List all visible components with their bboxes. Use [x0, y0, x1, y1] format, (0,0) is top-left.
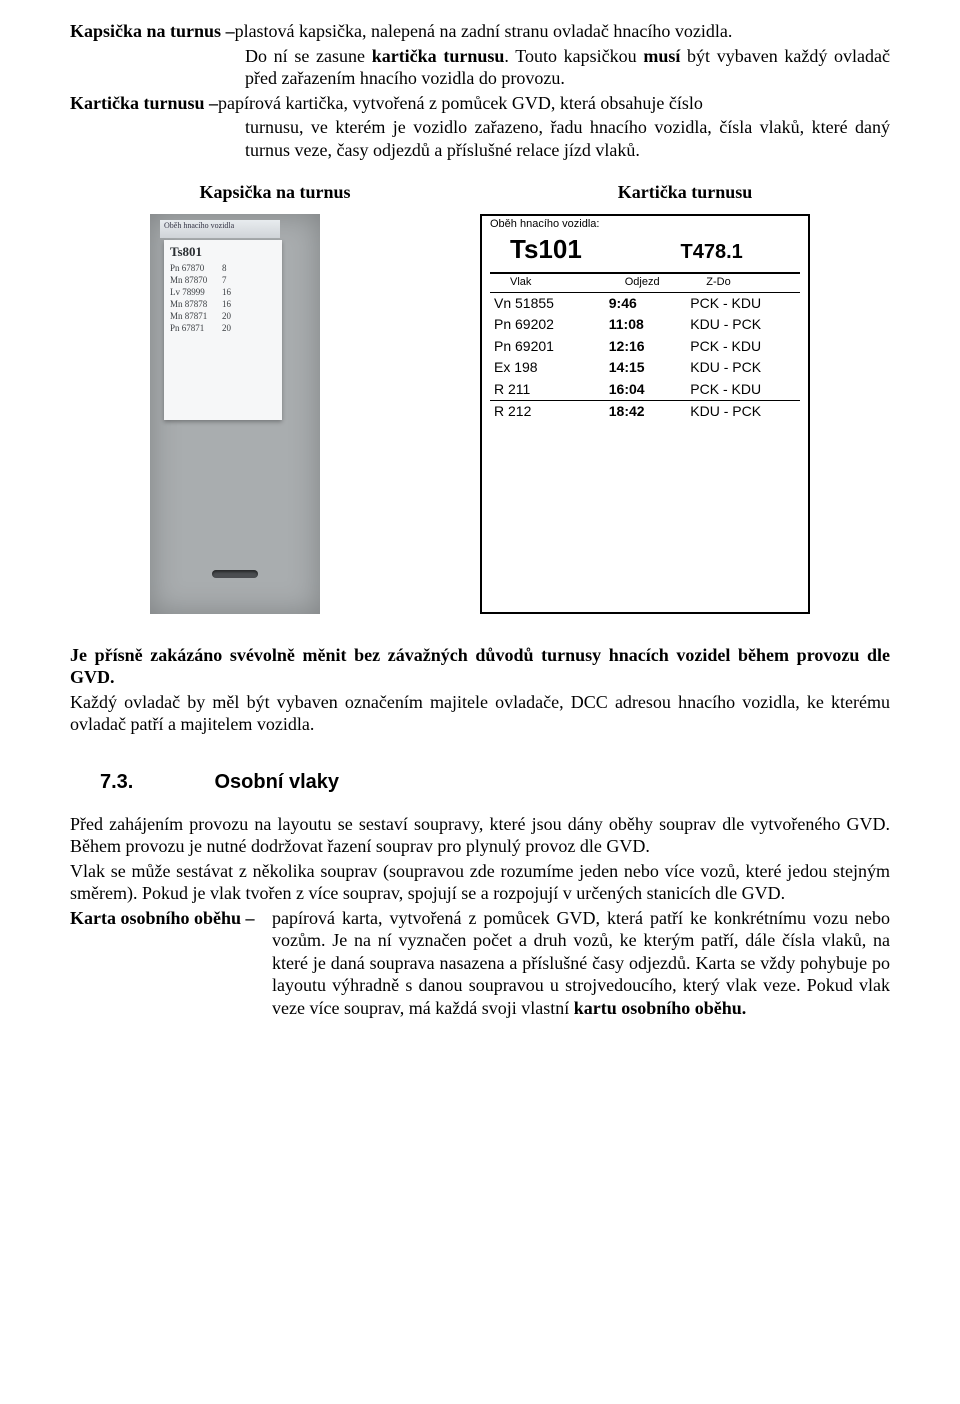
- kapsicka-row-a: Pn 67870: [170, 262, 222, 274]
- table-cell-c1: Vn 51855: [494, 295, 609, 313]
- kapsicka-row-a: Mn 87871: [170, 310, 222, 322]
- ovladac-paragraph: Každý ovladač by měl být vybaven označen…: [70, 691, 890, 736]
- term-dash: –: [241, 908, 255, 928]
- kapsicka-row: Pn 678708: [170, 262, 282, 274]
- kapsicka-row: Mn 8787120: [170, 310, 282, 322]
- table-cell-c1: R 212: [494, 403, 609, 421]
- karticka-table: Oběh hnacího vozidla: Ts101 T478.1 Vlak …: [480, 214, 810, 614]
- kapsicka-card: Ts801 Pn 678708Mn 878707Lv 7899916Mn 878…: [164, 240, 282, 420]
- definition-karticka: Kartička turnusu – papírová kartička, vy…: [70, 92, 890, 115]
- table-cell-c1: R 211: [494, 381, 609, 399]
- table-row: Pn 6920211:08KDU - PCK: [490, 314, 800, 336]
- table-row: Vn 518559:46PCK - KDU: [490, 293, 800, 315]
- table-cell-c2: 16:04: [609, 381, 691, 399]
- term-kapsicka: Kapsička na turnus –: [70, 20, 235, 43]
- heading-title: Osobní vlaky: [215, 771, 340, 793]
- kapsicka-row-b: 16: [222, 286, 231, 298]
- table-row: Ex 19814:15KDU - PCK: [490, 357, 800, 379]
- kapsicka-row-b: 16: [222, 298, 231, 310]
- karticka-fill: [482, 423, 808, 612]
- term-karticka: Kartička turnusu –: [70, 92, 218, 115]
- table-row: R 21116:04PCK - KDU: [490, 379, 800, 401]
- kapsicka-row: Pn 6787120: [170, 322, 282, 334]
- label-left: Kapsička na turnus: [70, 181, 480, 204]
- table-cell-c2: 11:08: [609, 316, 691, 334]
- table-cell-c1: Ex 198: [494, 359, 609, 377]
- t: Do ní se zasune: [245, 46, 372, 66]
- table-row: Pn 6920112:16PCK - KDU: [490, 336, 800, 358]
- table-cell-c1: Pn 69201: [494, 338, 609, 356]
- kapsicka-top-label: Oběh hnacího vozidla: [160, 220, 280, 238]
- term-text: Kapsička na turnus: [70, 21, 221, 41]
- def-body-karticka-first: papírová kartička, vytvořená z pomůcek G…: [218, 92, 890, 115]
- table-cell-c3: PCK - KDU: [690, 338, 796, 356]
- two-images-row: Oběh hnacího vozidla Ts801 Pn 678708Mn 8…: [70, 214, 890, 614]
- sec73-p1: Před zahájením provozu na layoutu se ses…: [70, 813, 890, 858]
- term-dash: –: [221, 21, 235, 41]
- table-cell-c3: KDU - PCK: [690, 359, 796, 377]
- kapsicka-row-a: Pn 67871: [170, 322, 222, 334]
- kapsicka-row-a: Mn 87870: [170, 274, 222, 286]
- warning-paragraph: Je přísně zakázáno svévolně měnit bez zá…: [70, 644, 890, 689]
- kapsicka-row-a: Lv 78999: [170, 286, 222, 298]
- table-cell-c2: 9:46: [609, 295, 691, 313]
- karticka-cols: Vlak Odjezd Z-Do: [490, 274, 800, 293]
- def-body-kapsicka-cont: Do ní se zasune kartička turnusu. Touto …: [70, 45, 890, 90]
- term-karta-obehu: Karta osobního oběhu –: [70, 907, 272, 1020]
- term-text: Karta osobního oběhu: [70, 908, 241, 928]
- table-cell-c2: 18:42: [609, 403, 691, 421]
- kapsicka-ts: Ts801: [170, 244, 282, 260]
- def-body-line1: plastová kapsička, nalepená na zadní str…: [235, 20, 890, 43]
- t-bold: kartu osobního oběhu.: [574, 998, 747, 1018]
- karticka-top: Oběh hnacího vozidla: Ts101 T478.1 Vlak …: [482, 216, 808, 423]
- col-zdo: Z-Do: [706, 276, 812, 290]
- kapsicka-slot: [212, 570, 258, 578]
- t-bold2: musí: [643, 46, 680, 66]
- term-dash: –: [205, 93, 219, 113]
- kapsicka-row: Mn 878707: [170, 274, 282, 286]
- table-cell-c3: PCK - KDU: [690, 295, 796, 313]
- term-text: Kartička turnusu: [70, 93, 205, 113]
- kapsicka-row-b: 20: [222, 310, 231, 322]
- kapsicka-row-a: Mn 87878: [170, 298, 222, 310]
- kapsicka-row-b: 8: [222, 262, 227, 274]
- col-vlak: Vlak: [494, 276, 625, 290]
- table-cell-c2: 14:15: [609, 359, 691, 377]
- col-odjezd: Odjezd: [625, 276, 707, 290]
- t: . Touto kapsičkou: [504, 46, 643, 66]
- image-labels-row: Kapsička na turnus Kartička turnusu: [70, 181, 890, 204]
- karticka-ts: Ts101: [490, 233, 681, 266]
- table-cell-c3: KDU - PCK: [690, 403, 796, 421]
- def-body-karticka-cont: turnusu, ve kterém je vozidlo zařazeno, …: [70, 116, 890, 161]
- table-cell-c1: Pn 69202: [494, 316, 609, 334]
- definition-kapsicka: Kapsička na turnus – plastová kapsička, …: [70, 20, 890, 43]
- label-right: Kartička turnusu: [480, 181, 890, 204]
- kapsicka-row: Lv 7899916: [170, 286, 282, 298]
- document-page: Kapsička na turnus – plastová kapsička, …: [0, 0, 960, 1404]
- kapsicka-row-b: 20: [222, 322, 231, 334]
- def-body-karta-obehu: papírová karta, vytvořená z pomůcek GVD,…: [272, 907, 890, 1020]
- sec73-p2: Vlak se může sestávat z několika souprav…: [70, 860, 890, 905]
- kapsicka-row: Mn 8787816: [170, 298, 282, 310]
- karticka-head: Ts101 T478.1: [490, 231, 800, 274]
- t-bold: kartička turnusu: [372, 46, 505, 66]
- kapsicka-row-b: 7: [222, 274, 227, 286]
- table-cell-c2: 12:16: [609, 338, 691, 356]
- karticka-type: T478.1: [681, 240, 743, 265]
- heading-7-3: 7.3. Osobní vlaky: [70, 770, 890, 795]
- table-row: R 21218:42KDU - PCK: [490, 401, 800, 423]
- definition-karta-obehu: Karta osobního oběhu – papírová karta, v…: [70, 907, 890, 1020]
- karticka-ob-label: Oběh hnacího vozidla:: [490, 218, 800, 232]
- table-cell-c3: PCK - KDU: [690, 381, 796, 399]
- table-cell-c3: KDU - PCK: [690, 316, 796, 334]
- heading-number: 7.3.: [70, 770, 210, 795]
- kapsicka-photo: Oběh hnacího vozidla Ts801 Pn 678708Mn 8…: [150, 214, 320, 614]
